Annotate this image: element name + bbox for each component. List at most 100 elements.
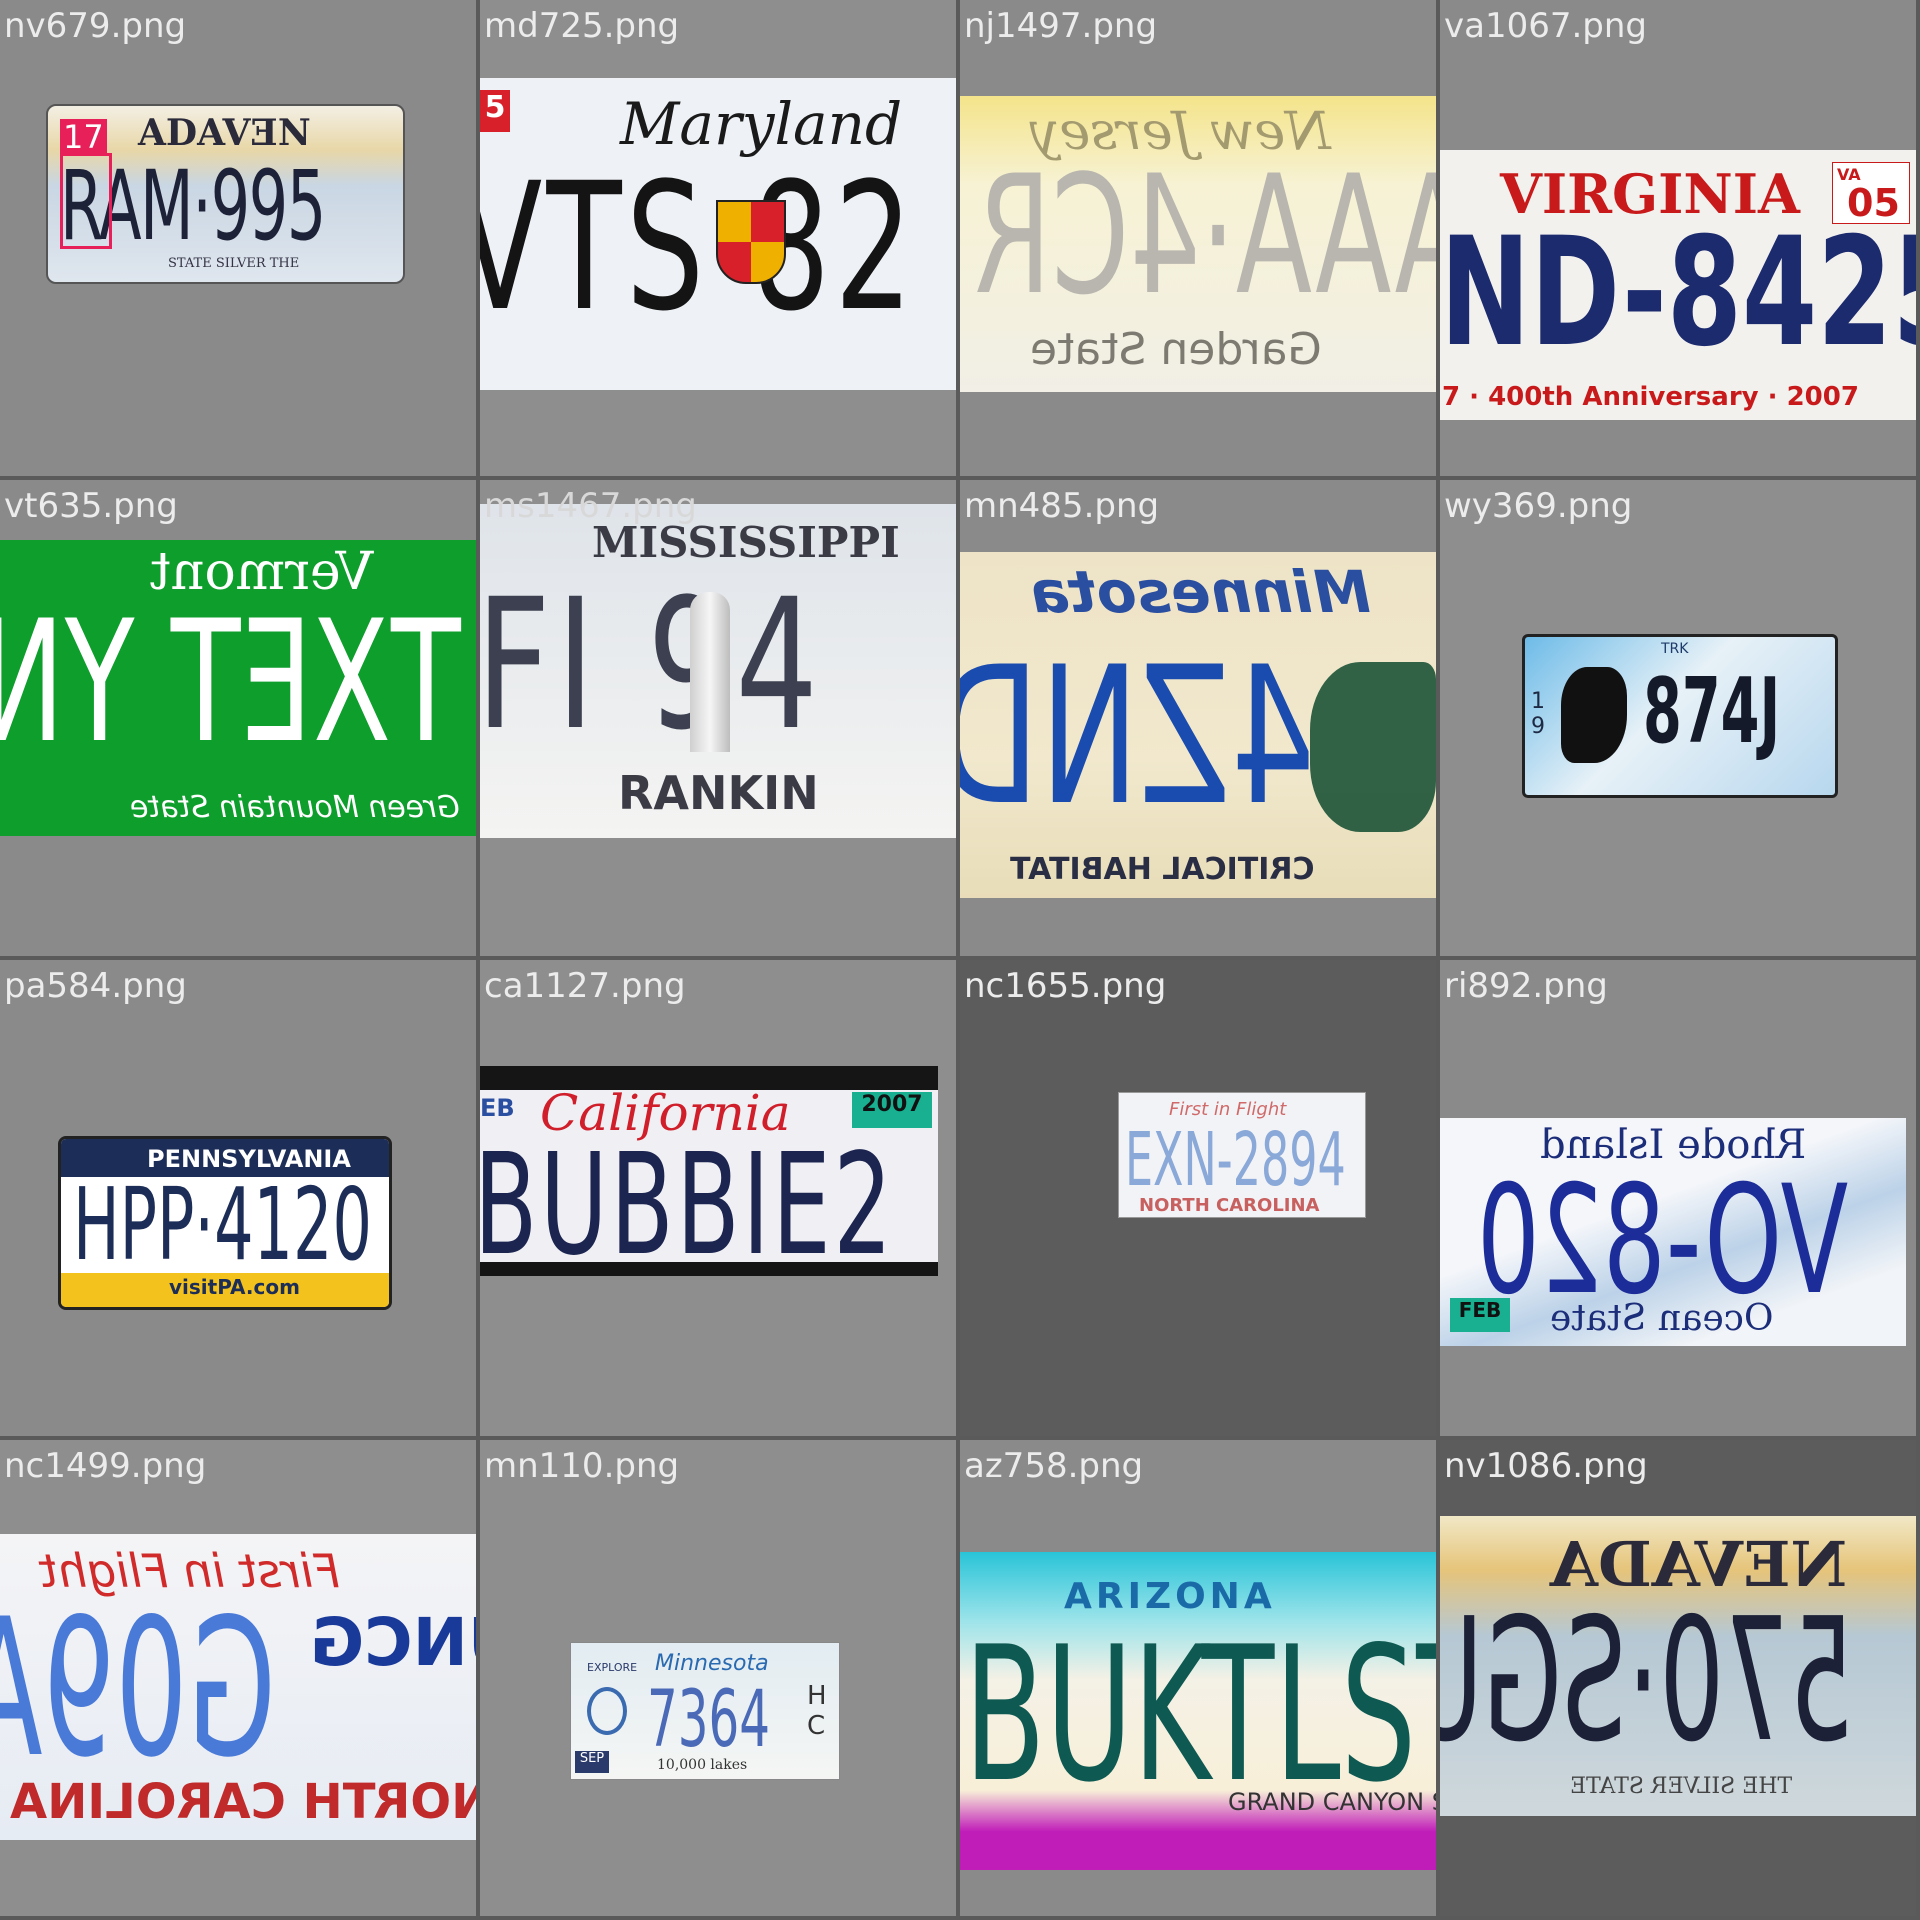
plate-image: TRK 1 9 874J (1522, 634, 1838, 798)
registration-sticker: SEP (575, 1751, 609, 1773)
plate-corner-tag: EXPLORE (587, 1661, 638, 1674)
plate-image: Minnesota 4ZND CRITICAL HABITAT (960, 552, 1436, 898)
grid-cell: ri892.png Rhode Island VO-820 FEB Ocean … (1440, 960, 1916, 1436)
plate-slogan: 7 · 400th Anniversary · 2007 (1442, 382, 1859, 412)
plate-slogan: 10,000 lakes (657, 1757, 748, 1773)
detection-label: 17 (60, 119, 107, 155)
plate-text: ND-8425 (1440, 206, 1916, 380)
grid-cell: pa584.png PENNSYLVANIA HPP·4120 visitPA.… (0, 960, 476, 1436)
moose-silhouette (1310, 662, 1436, 832)
plate-footer-band (61, 1273, 389, 1307)
plate-image: NEVADA 570·SGU THE SILVER STATE (1440, 1516, 1916, 1816)
plate-slogan: Garden State (1030, 324, 1322, 375)
plate-header-band (61, 1139, 389, 1177)
plate-state-label: VIRGINIA (1500, 162, 1800, 226)
registration-sticker: VA 05 (1832, 162, 1910, 225)
plate-text: 570·SGU (1440, 1582, 1854, 1780)
grid-cell: wy369.png TRK 1 9 874J 9 (1440, 480, 1916, 956)
plate-state-label: ARIZONA (1064, 1576, 1276, 1617)
plate-text: BUKTLST (964, 1606, 1436, 1823)
plate-text: BUBBIE2 (480, 1124, 895, 1276)
cell-filename: wy369.png (1444, 486, 1633, 526)
grid-cell: mn485.png Minnesota 4ZND CRITICAL HABITA… (960, 480, 1436, 956)
plate-slogan: NORTH CAROLINA (1139, 1195, 1320, 1216)
plate-text: FI 94 (480, 561, 824, 770)
plate-county: RANKIN (618, 766, 819, 820)
plate-image: VIRGINIA VA 05 ND-8425 7 · 400th Anniver… (1440, 150, 1916, 420)
plate-state-label: California (540, 1084, 791, 1142)
plate-text: HPP·4120 (73, 1166, 372, 1283)
plate-slogan: visitPA.com (169, 1275, 300, 1299)
plate-text: VTS 82 (480, 145, 917, 350)
plate-side-text: UNCG (310, 1604, 476, 1681)
plate-image: First in Flight EXN-2894 NORTH CAROLINA (1118, 1092, 1366, 1218)
plate-image: First in Flight G09A UNCG NORTH CAROLINA (0, 1534, 476, 1840)
cell-filename: pa584.png (4, 966, 187, 1006)
plate-image: Rhode Island VO-820 FEB Ocean State (1440, 1118, 1906, 1346)
frame-top-text: Pacific Beach (540, 1066, 763, 1095)
registration-sticker: 2007 (852, 1092, 932, 1128)
cell-filename: ca1127.png (484, 966, 686, 1006)
plate-image: Pacific Beach EB California 2007 BUBBIE2 (480, 1066, 938, 1276)
plate-image: Vermont TXET YN Green Mountain State (0, 540, 476, 836)
grid-cell: nj1497.png New Jersey AAA·4CR Garden Sta… (960, 0, 1436, 476)
plate-text: EXN-2894 (1125, 1117, 1346, 1203)
grid-cell: md725.png 5 Maryland VTS 82 21 (480, 0, 956, 476)
plate-state-label: PENNSYLVANIA (147, 1145, 351, 1173)
plate-image: EXPLORE Minnesota 7364 H C SEP 10,000 la… (570, 1642, 840, 1780)
plate-corner-tag: 5 (480, 90, 510, 132)
grid-cell: nc1499.png First in Flight G09A UNCG NOR… (0, 1440, 476, 1916)
plate-state-label: TRK (1661, 641, 1689, 657)
cell-filename: ri892.png (1444, 966, 1608, 1006)
plate-state-label: Minnesota (655, 1651, 769, 1676)
lighthouse-image (690, 592, 730, 752)
cell-filename: nc1655.png (964, 966, 1167, 1006)
plate-image: 5 Maryland VTS 82 (480, 78, 956, 390)
plate-slogan: GRAND CANYON STATE (1228, 1788, 1436, 1816)
cell-filename: va1067.png (1444, 6, 1648, 46)
plate-text: 4ZND (960, 626, 1315, 847)
grid-cell: mn110.png EXPLORE Minnesota 7364 H C SEP… (480, 1440, 956, 1916)
cell-filename: mn110.png (484, 1446, 680, 1486)
cell-filename: az758.png (964, 1446, 1144, 1486)
plate-text: RAM·995 (60, 150, 326, 262)
cell-filename: nc1499.png (4, 1446, 207, 1486)
plate-slogan: Green Mountain State (130, 790, 460, 825)
plate-state-label: Maryland (620, 90, 903, 158)
grid-cell: va1067.png VIRGINIA VA 05 ND-8425 7 · 40… (1440, 0, 1916, 476)
grid-cell: az758.png ARIZONA BUKTLST GRAND CANYON S… (960, 1440, 1436, 1916)
registration-sticker: FEB (1450, 1298, 1510, 1332)
cell-filename: nv1086.png (1444, 1446, 1648, 1486)
plate-state-label: First in Flight (1169, 1099, 1287, 1120)
plate-slogan: CRITICAL HABITAT (1010, 852, 1315, 887)
plate-text: VO-820 (1476, 1154, 1849, 1328)
plate-slogan: THE SILVER STATE (1570, 1774, 1793, 1799)
cell-filename: vt635.png (4, 486, 178, 526)
plate-image: New Jersey AAA·4CR Garden State (960, 96, 1436, 392)
cell-filename: mn485.png (964, 486, 1160, 526)
grid-cell: nc1655.png First in Flight EXN-2894 NORT… (960, 960, 1436, 1436)
plate-state-label: MISSISSIPPI (592, 518, 900, 567)
plate-side-text: H C (807, 1681, 827, 1741)
sticker-year: 05 (1847, 181, 1900, 225)
plate-image: PENNSYLVANIA HPP·4120 visitPA.com (58, 1136, 392, 1310)
plate-text: 874J (1643, 659, 1781, 764)
plate-state-label: Minnesota (1030, 558, 1371, 626)
plate-image: MISSISSIPPI FI 94 RANKIN (480, 504, 956, 838)
cell-filename: nj1497.png (964, 6, 1158, 46)
plate-corner-tag: EB (480, 1094, 515, 1122)
plate-slogan: Ocean State (1550, 1298, 1774, 1339)
plate-image: ADAVƎN RAM·995 STATE SILVER THE (46, 104, 405, 284)
plate-text: AAA·4CR (973, 140, 1436, 331)
plate-slogan: NORTH CAROLINA (10, 1774, 476, 1830)
plate-side-text: 1 9 (1531, 689, 1545, 739)
grid-cell: nv1086.png NEVADA 570·SGU THE SILVER STA… (1440, 1440, 1916, 1916)
grid-cell: ca1127.png Pacific Beach EB California 2… (480, 960, 956, 1436)
grid-cell: MISSISSIPPI FI 94 RANKIN ms1467.png 8 30 (480, 480, 956, 956)
detection-box (60, 153, 112, 249)
plate-state-label: ADAVƎN (138, 112, 311, 154)
grid-cell: vt635.png Vermont TXET YN Green Mountain… (0, 480, 476, 956)
plate-text: 7364 (647, 1675, 771, 1765)
cell-filename: ms1467.png (484, 486, 697, 526)
